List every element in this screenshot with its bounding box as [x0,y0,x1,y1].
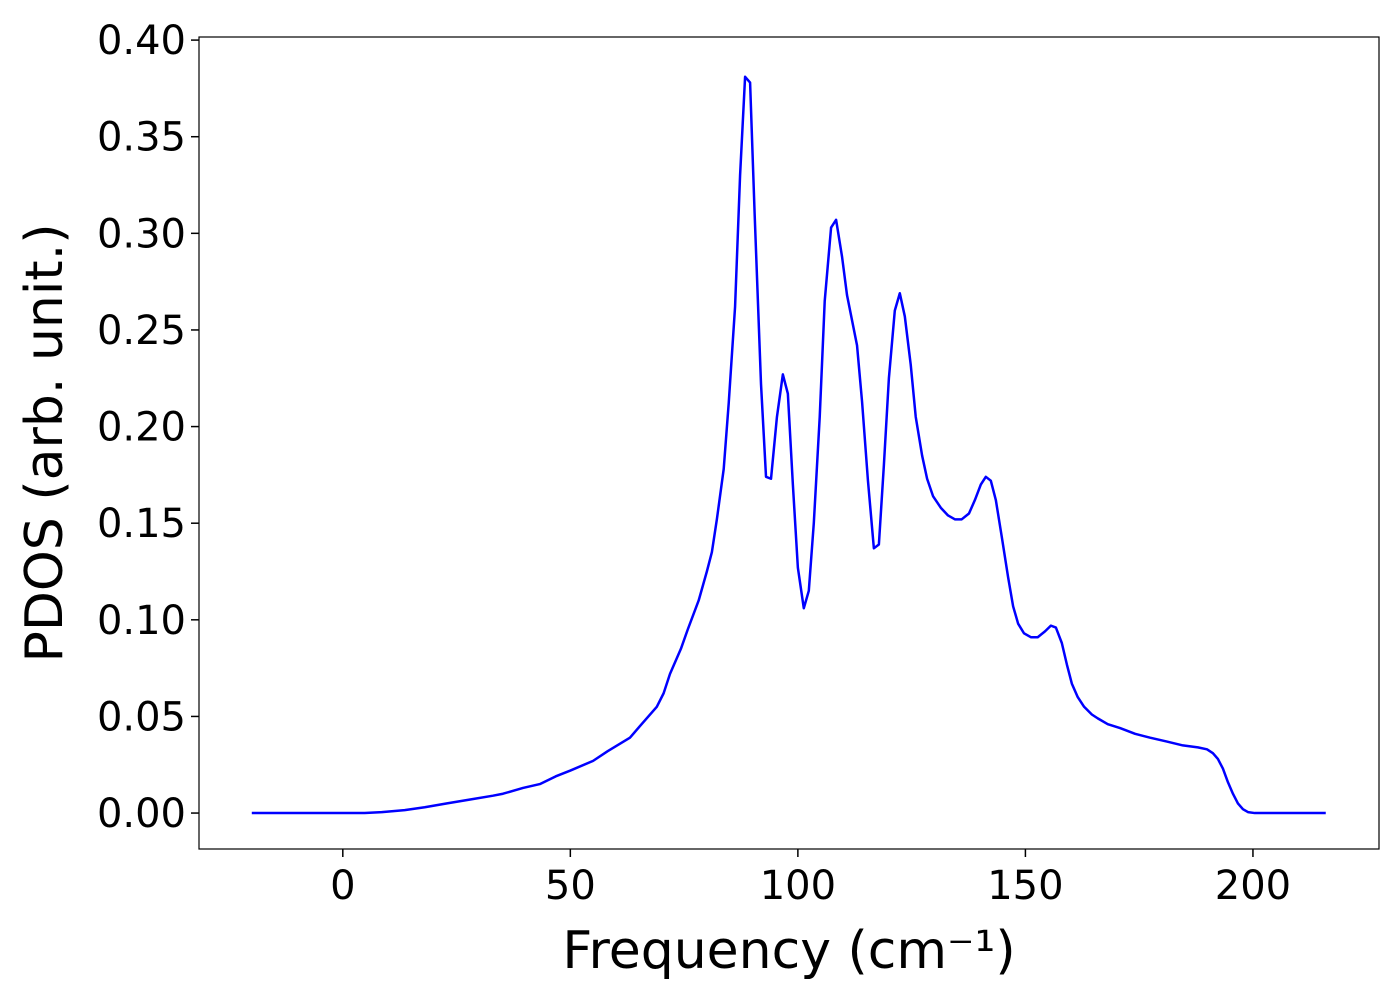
y-tick-label: 0.25 [97,308,186,354]
x-tick-label: 200 [1215,863,1291,909]
y-tick-label: 0.40 [97,18,186,64]
y-tick-label: 0.05 [97,694,186,740]
y-tick-label: 0.35 [97,115,186,161]
y-tick-label: 0.10 [97,598,186,644]
data-line [251,75,1326,815]
x-tick-label: 150 [987,863,1063,909]
y-tick-label: 0.30 [97,211,186,257]
y-tick-label: 0.15 [97,501,186,547]
plot-frame [198,36,1380,850]
y-axis-label: PDOS (arb. unit.) [15,223,75,662]
x-tick-label: 50 [545,863,596,909]
y-tick-label: 0.20 [97,405,186,451]
x-tick-label: 0 [330,863,355,909]
x-tick-label: 100 [760,863,836,909]
y-tick-label: 0.00 [97,791,186,837]
x-axis-label: Frequency (cm⁻¹) [562,921,1015,981]
